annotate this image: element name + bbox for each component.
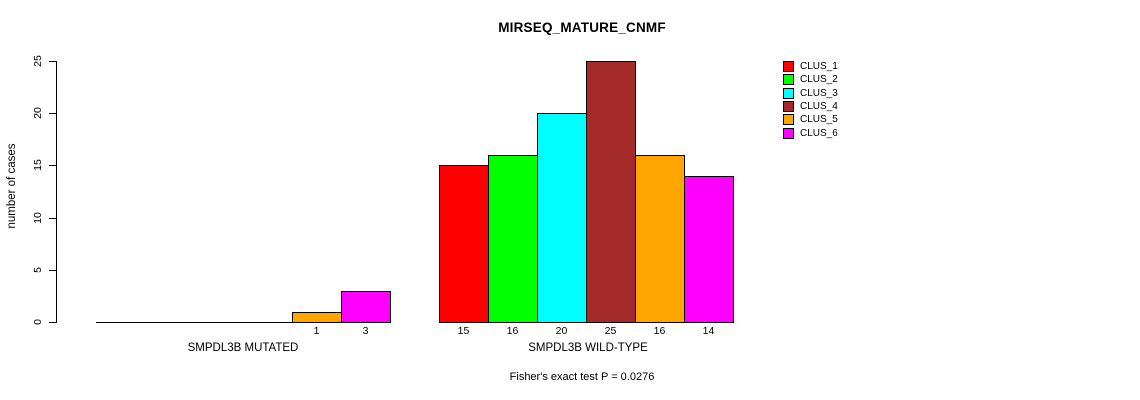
legend-swatch-clus_2: [783, 74, 794, 85]
bar-clus_6: [684, 176, 734, 323]
bar-value-label: 16: [506, 325, 519, 337]
footnote-fisher-test: Fisher's exact test P = 0.0276: [509, 371, 655, 383]
legend-item-label: CLUS_3: [800, 88, 838, 99]
y-tick-label: 0: [32, 319, 44, 325]
legend-item-label: CLUS_4: [800, 101, 838, 112]
bar-clus_2: [488, 155, 538, 323]
y-tick-label: 15: [32, 159, 44, 171]
bar-clus_5: [292, 312, 342, 323]
zero-baseline: [96, 322, 391, 323]
bar-clus_4: [586, 61, 636, 323]
x-group-label: SMPDL3B WILD-TYPE: [528, 342, 648, 354]
x-group-label: SMPDL3B MUTATED: [187, 342, 299, 354]
bar-value-label: 3: [362, 325, 369, 337]
legend-item-label: CLUS_6: [800, 128, 838, 139]
y-tick-label: 25: [32, 55, 44, 67]
bar-clus_3: [537, 113, 587, 323]
y-axis-line: [56, 61, 57, 323]
y-axis-tick: [49, 113, 56, 114]
legend-item-label: CLUS_1: [800, 61, 838, 72]
legend-swatch-clus_5: [783, 114, 794, 125]
y-tick-label: 5: [32, 267, 44, 273]
bar-value-label: 16: [653, 325, 666, 337]
y-axis-tick: [49, 270, 56, 271]
legend-swatch-clus_1: [783, 61, 794, 72]
bar-clus_1: [439, 165, 489, 323]
y-axis-title: number of cases: [6, 143, 18, 229]
legend-item-label: CLUS_5: [800, 114, 838, 125]
y-tick-label: 10: [32, 212, 44, 224]
y-axis-tick: [49, 322, 56, 323]
legend-swatch-clus_4: [783, 101, 794, 112]
bar-value-label: 25: [604, 325, 617, 337]
chart-title: MIRSEQ_MATURE_CNMF: [498, 20, 666, 35]
bar-value-label: 14: [702, 325, 715, 337]
bar-clus_6: [341, 291, 391, 323]
legend-swatch-clus_6: [783, 128, 794, 139]
legend-swatch-clus_3: [783, 88, 794, 99]
bar-value-label: 15: [457, 325, 470, 337]
y-axis-tick: [49, 61, 56, 62]
y-axis-tick: [49, 165, 56, 166]
bar-value-label: 1: [313, 325, 320, 337]
y-tick-label: 20: [32, 107, 44, 119]
y-axis-tick: [49, 218, 56, 219]
bar-value-label: 20: [555, 325, 568, 337]
legend-item-label: CLUS_2: [800, 74, 838, 85]
bar-clus_5: [635, 155, 685, 323]
